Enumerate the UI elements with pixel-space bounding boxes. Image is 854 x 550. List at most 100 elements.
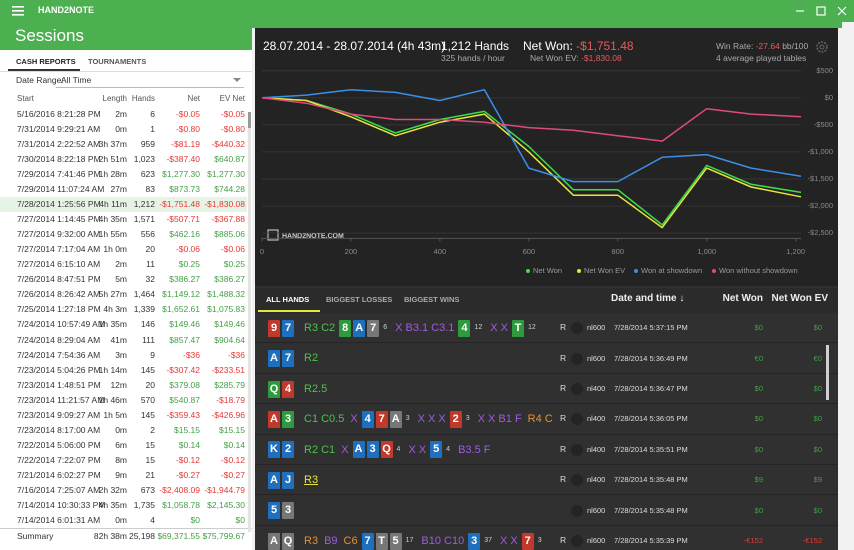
hole-card: 4 <box>282 380 294 398</box>
hands-column-header[interactable]: Net Won <box>722 293 763 304</box>
session-cell: 7/30/2014 8:22:18 PM <box>17 153 101 164</box>
session-cell: 2h 51m <box>98 153 127 164</box>
hand-net-ev: $0 <box>813 505 822 515</box>
pot-size: 3 <box>465 415 470 423</box>
hole-card: Q <box>268 380 280 398</box>
column-header[interactable]: EV Net <box>219 94 245 103</box>
action: R3 <box>304 474 319 486</box>
pot-size: 37 <box>484 536 492 544</box>
board-card: A <box>389 410 402 428</box>
session-cell: 1,023 <box>133 153 155 164</box>
pot-size: 4 <box>396 445 401 453</box>
settings-button[interactable] <box>815 40 829 54</box>
scrollbar-thumb[interactable] <box>248 112 251 128</box>
session-cell: $1,277.30 <box>207 168 245 179</box>
hands-column-header[interactable]: Date and time ↓ <box>611 293 685 304</box>
hand-net-ev: $0 <box>813 414 822 424</box>
stakes: nl400 <box>587 475 606 485</box>
session-cell: -$233.51 <box>211 364 245 375</box>
board-card: 3 <box>468 532 481 550</box>
session-cell: 4h 35m <box>98 500 127 511</box>
hands-tab[interactable]: ALL HANDS <box>266 295 310 304</box>
session-cell: $1,149.12 <box>162 289 200 300</box>
date-range-select[interactable]: All Time <box>61 75 92 85</box>
session-cell: -$440.32 <box>211 138 245 149</box>
menu-button[interactable] <box>12 5 26 17</box>
action: R2 <box>304 352 319 365</box>
session-cell: 12m <box>110 379 127 390</box>
action: X <box>350 413 358 426</box>
session-cell: 4 <box>150 515 155 526</box>
session-cell: 83 <box>145 183 155 194</box>
hand-time: 7/28/2014 5:35:48 PM <box>614 505 688 515</box>
session-cell: 7/21/2014 6:02:27 PM <box>17 470 101 481</box>
session-cell: $149.46 <box>169 319 200 330</box>
hands-scrollbar[interactable] <box>826 345 829 400</box>
session-cell: 1,464 <box>133 289 155 300</box>
session-cell: 111 <box>142 334 155 345</box>
session-cell: 4h 35m <box>98 213 127 224</box>
session-cell: 7/22/2014 5:06:00 PM <box>17 440 101 451</box>
session-cell: $0 <box>235 515 245 526</box>
session-cell: -$1,751.48 <box>159 198 200 209</box>
board-card: 7 <box>367 319 380 337</box>
column-header[interactable]: Net <box>187 94 200 103</box>
session-cell: -$0.27 <box>175 470 200 481</box>
action: X <box>341 443 349 456</box>
session-cell: -$0.05 <box>220 108 245 119</box>
sidebar-tab[interactable]: CASH REPORTS <box>16 57 76 66</box>
hand-actions: Q 4 R2.5 <box>268 374 556 404</box>
hands-tab[interactable]: BIGGEST LOSSES <box>326 295 393 304</box>
net-won-stat: Net Won: -$1,751.48 <box>523 39 634 53</box>
session-cell: 1 <box>150 123 155 134</box>
session-cell: 8m <box>115 455 127 466</box>
column-header[interactable]: Length <box>102 94 127 103</box>
session-cell: 5h 27m <box>98 289 127 300</box>
board-card: T <box>511 319 524 337</box>
hands-column-header[interactable]: Net Won EV <box>771 293 828 304</box>
hand-time: 7/28/2014 5:37:15 PM <box>614 323 688 333</box>
session-cell: -$0.27 <box>220 470 245 481</box>
hands-toolbar <box>255 288 838 313</box>
hands-rate: 325 hands / hour <box>441 53 505 63</box>
hands-tab[interactable]: BIGGEST WINS <box>404 295 460 304</box>
player-icon <box>571 413 583 426</box>
session-cell: -$387.40 <box>166 153 200 164</box>
summary-cell: $75,799.67 <box>202 531 245 541</box>
window-controls[interactable] <box>792 4 850 18</box>
hole-card: 5 <box>268 501 280 519</box>
board-card: Q <box>380 441 393 459</box>
session-cell: -$307.42 <box>166 364 200 375</box>
session-cell: $386.27 <box>169 274 200 285</box>
session-cell: 1,735 <box>133 500 155 511</box>
session-cell: 4h 3m <box>103 304 127 315</box>
session-cell: 6 <box>150 108 155 119</box>
session-cell: $1,058.78 <box>162 500 200 511</box>
session-cell: -$359.43 <box>166 409 200 420</box>
sidebar-tab[interactable]: TOURNAMENTS <box>88 57 147 66</box>
dropdown-arrow[interactable] <box>232 77 242 83</box>
hole-card: A <box>268 350 280 368</box>
board-card: A <box>352 441 365 459</box>
summary-cell: 82h 38m <box>93 531 127 541</box>
app-title: HAND2NOTE <box>38 5 95 15</box>
column-header[interactable]: Start <box>17 94 34 103</box>
hole-card: A <box>268 410 280 428</box>
hand-net-ev: -€152 <box>802 536 822 545</box>
hole-card: J <box>282 471 294 489</box>
hand-net-ev: €0 <box>813 353 822 363</box>
session-cell: $2,145.30 <box>207 500 245 511</box>
summary-divider <box>0 528 252 529</box>
win-rate-value: -27.64 <box>755 41 780 51</box>
session-cell: 1h 14m <box>98 364 127 375</box>
position: R <box>560 352 567 363</box>
session-cell: 7/23/2014 5:04:26 PM <box>17 364 101 375</box>
session-cell: 0m <box>115 515 127 526</box>
session-cell: 5m <box>115 274 127 285</box>
hand-row-divider <box>255 372 838 374</box>
net-won-ev-stat: Net Won EV: -$1,830.08 <box>530 53 622 63</box>
session-cell: 2m <box>115 108 127 119</box>
session-cell: 1h 35m <box>98 319 127 330</box>
column-header[interactable]: Hands <box>131 94 155 103</box>
